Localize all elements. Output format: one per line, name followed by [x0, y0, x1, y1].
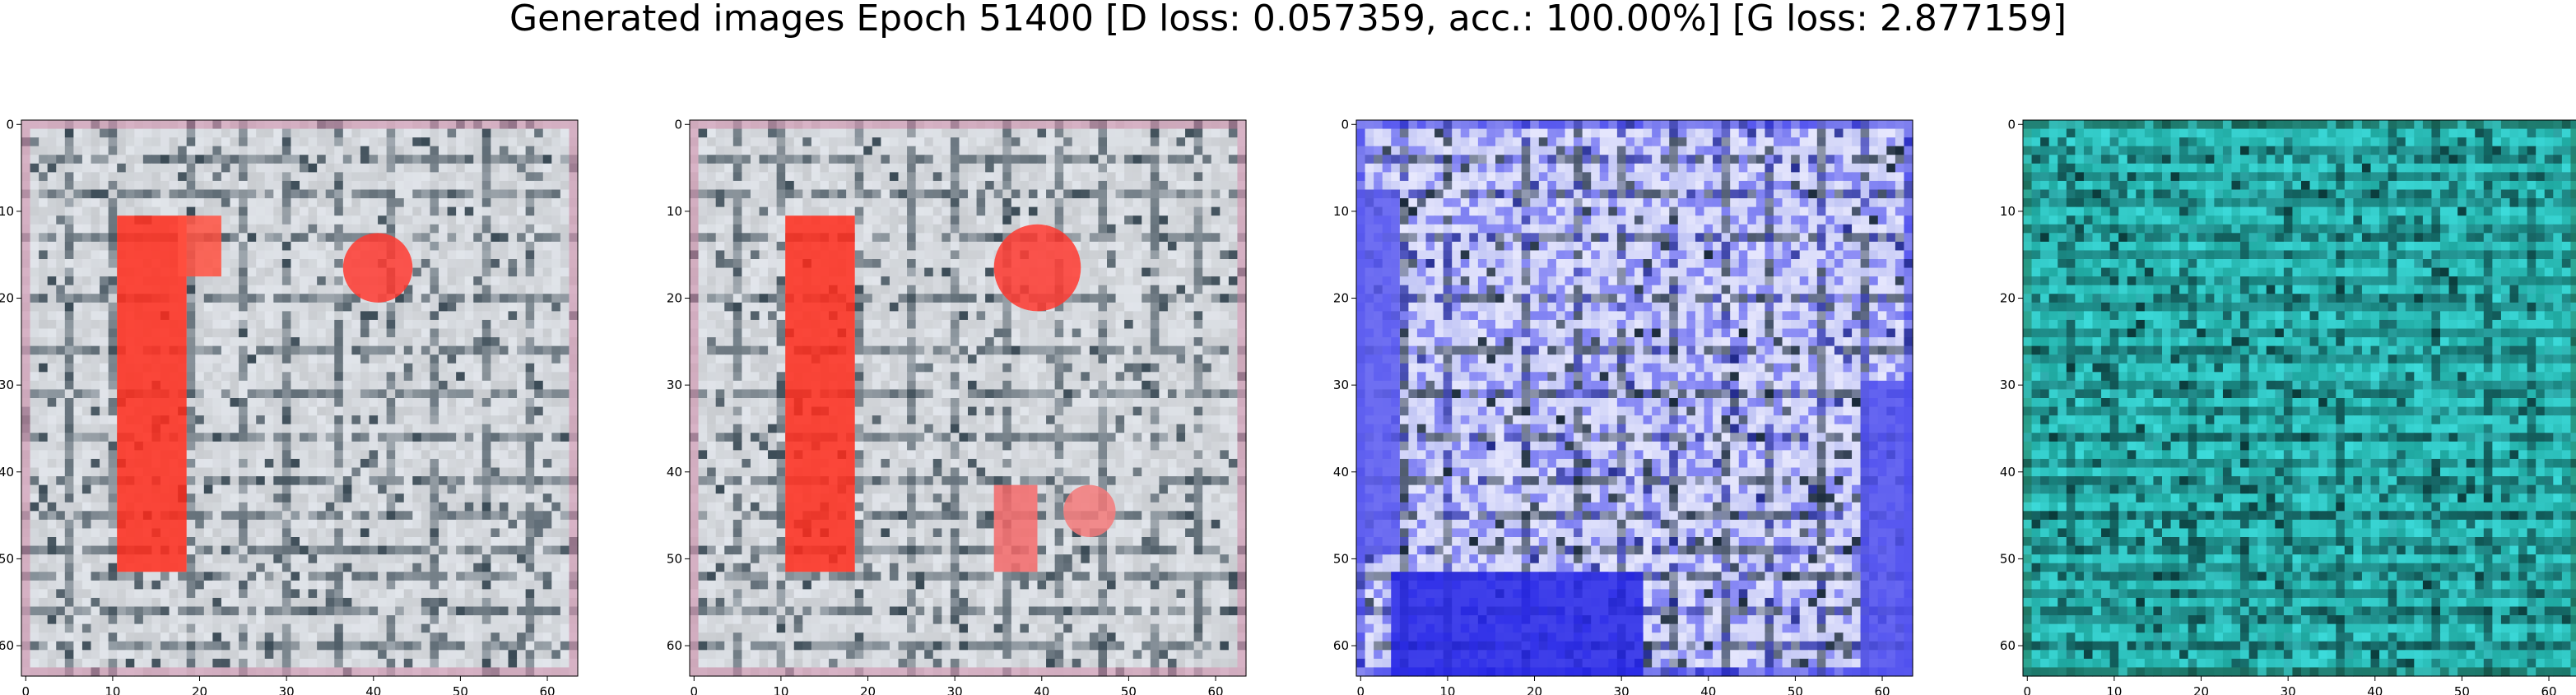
- y-tick-label: 30: [0, 378, 14, 392]
- y-tick-label: 40: [1333, 465, 1349, 480]
- x-tick-label: 40: [1034, 684, 1049, 695]
- y-tick-label: 50: [0, 551, 14, 566]
- axes-frame: [21, 119, 579, 677]
- y-tick-label: 20: [2000, 291, 2016, 306]
- y-tick-label: 40: [667, 465, 682, 480]
- y-tick-label: 20: [0, 291, 14, 306]
- x-tick-label: 20: [192, 684, 207, 695]
- x-tick-label: 0: [2024, 684, 2032, 695]
- x-tick-label: 40: [1700, 684, 1716, 695]
- x-tick-label: 0: [22, 684, 30, 695]
- x-tick-label: 30: [947, 684, 963, 695]
- x-tick-label: 40: [2367, 684, 2383, 695]
- y-tick-label: 40: [0, 465, 14, 480]
- y-tick-label: 0: [6, 117, 14, 132]
- y-tick-label: 20: [667, 291, 682, 306]
- axes-frame: [2022, 119, 2576, 677]
- x-tick-label: 30: [1614, 684, 1630, 695]
- generated-image-4: 0 10 20 30 40 50 60 0 10 20 30 40 50 60: [2000, 117, 2576, 695]
- color-blob: [785, 215, 855, 572]
- y-tick-label: 10: [667, 204, 682, 219]
- x-tick-label: 10: [773, 684, 788, 695]
- x-tick-label: 0: [1357, 684, 1365, 695]
- x-tick-label: 40: [365, 684, 381, 695]
- y-tick-label: 20: [1333, 291, 1349, 306]
- y-tick-label: 0: [674, 117, 682, 132]
- color-blob: [178, 215, 221, 277]
- color-blob: [993, 484, 1038, 572]
- x-tick-label: 60: [539, 684, 555, 695]
- x-tick-label: 30: [2281, 684, 2296, 695]
- y-tick-label: 60: [667, 638, 682, 653]
- color-blob: [117, 215, 187, 572]
- y-tick-label: 50: [1333, 551, 1349, 566]
- axes-frame: [1355, 119, 1913, 677]
- y-tick-label: 30: [667, 378, 682, 392]
- axes-frame: [689, 119, 1247, 677]
- y-tick-label: 60: [1333, 638, 1349, 653]
- x-tick-label: 20: [860, 684, 876, 695]
- y-tick-label: 50: [667, 551, 682, 566]
- x-tick-label: 10: [2106, 684, 2122, 695]
- y-tick-label: 60: [2000, 638, 2016, 653]
- y-tick-label: 10: [0, 204, 14, 219]
- x-tick-label: 60: [1207, 684, 1223, 695]
- x-tick-label: 60: [1874, 684, 1890, 695]
- y-tick-label: 30: [1333, 378, 1349, 392]
- y-tick-label: 40: [2000, 465, 2016, 480]
- color-blob: [993, 224, 1081, 312]
- color-blob: [1391, 572, 1644, 676]
- color-blob: [1860, 380, 1913, 676]
- figure-title: Generated images Epoch 51400 [D loss: 0.…: [509, 0, 2067, 39]
- y-tick-label: 0: [2007, 117, 2016, 132]
- x-tick-label: 10: [105, 684, 120, 695]
- y-tick-label: 0: [1341, 117, 1349, 132]
- x-tick-label: 60: [2541, 684, 2556, 695]
- x-tick-label: 0: [690, 684, 699, 695]
- color-blob: [342, 233, 413, 303]
- x-tick-label: 20: [2193, 684, 2209, 695]
- y-tick-label: 50: [2000, 551, 2016, 566]
- color-blob: [1063, 484, 1116, 537]
- x-tick-label: 20: [1527, 684, 1542, 695]
- generated-image-3: 0 10 20 30 40 50 60 0 10 20 30 40 50 60: [1333, 117, 1913, 695]
- x-tick-label: 50: [1121, 684, 1137, 695]
- y-tick-label: 10: [1333, 204, 1349, 219]
- y-tick-label: 30: [2000, 378, 2016, 392]
- x-tick-label: 50: [1788, 684, 1803, 695]
- color-blob: [1356, 189, 1400, 555]
- y-tick-label: 60: [0, 638, 14, 653]
- generated-image-2: 0 10 20 30 40 50 60 0 10 20 30 40 50 60: [667, 117, 1247, 695]
- x-tick-label: 50: [453, 684, 468, 695]
- y-tick-label: 10: [2000, 204, 2016, 219]
- x-tick-label: 10: [1439, 684, 1455, 695]
- x-tick-label: 30: [279, 684, 295, 695]
- generated-image-1: 0 10 20 30 40 50 60 0 10 20 30 40 50 60: [0, 117, 579, 695]
- x-tick-label: 50: [2454, 684, 2470, 695]
